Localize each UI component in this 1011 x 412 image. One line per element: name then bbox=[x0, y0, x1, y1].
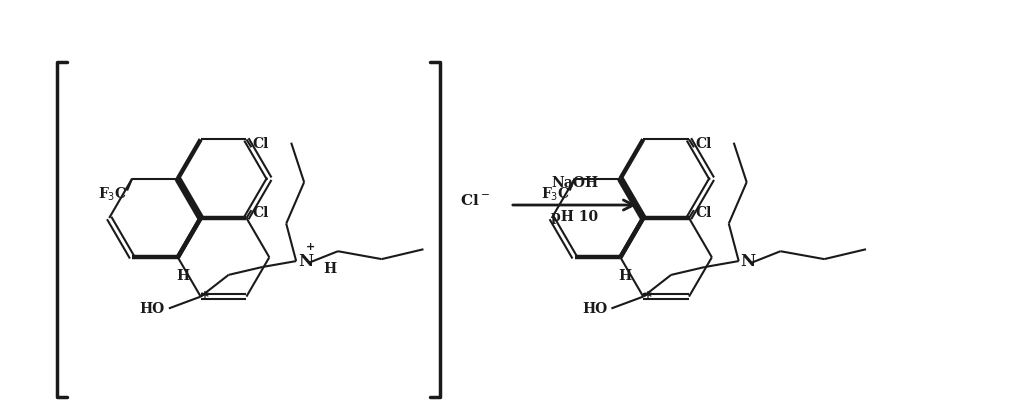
Text: pH 10: pH 10 bbox=[551, 210, 599, 224]
Text: Cl: Cl bbox=[253, 137, 269, 151]
Text: +: + bbox=[305, 242, 314, 252]
Text: N: N bbox=[298, 253, 313, 269]
Text: F$_3$C: F$_3$C bbox=[541, 186, 569, 203]
Text: H: H bbox=[619, 269, 632, 283]
Text: H: H bbox=[324, 262, 337, 276]
Text: F$_3$C: F$_3$C bbox=[98, 186, 127, 203]
Text: Cl: Cl bbox=[695, 137, 712, 151]
Text: Cl$^-$: Cl$^-$ bbox=[460, 192, 490, 208]
Text: HO: HO bbox=[582, 302, 608, 316]
Text: N: N bbox=[741, 253, 756, 269]
Text: Cl: Cl bbox=[695, 206, 712, 220]
Text: HO: HO bbox=[140, 302, 165, 316]
Text: NaOH: NaOH bbox=[551, 176, 599, 190]
Text: H: H bbox=[176, 269, 189, 283]
Text: *: * bbox=[200, 291, 208, 306]
Text: *: * bbox=[643, 291, 651, 306]
Text: Cl: Cl bbox=[253, 206, 269, 220]
